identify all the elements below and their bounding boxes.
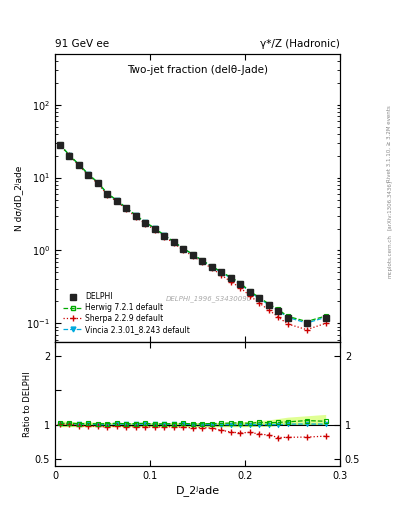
Text: 91 GeV ee: 91 GeV ee [55,38,109,49]
Text: DELPHI_1996_S3430090: DELPHI_1996_S3430090 [166,295,252,302]
Y-axis label: Ratio to DELPHI: Ratio to DELPHI [23,371,32,437]
Text: Two-jet fraction (delθ-Jade): Two-jet fraction (delθ-Jade) [127,66,268,75]
Text: mcplots.cern.ch: mcplots.cern.ch [387,234,392,278]
Legend: DELPHI, Herwig 7.2.1 default, Sherpa 2.2.9 default, Vincia 2.3.01_8.243 default: DELPHI, Herwig 7.2.1 default, Sherpa 2.2… [62,291,192,335]
Y-axis label: N dσ/dD_2ʲade: N dσ/dD_2ʲade [15,165,24,231]
Text: γ*/Z (Hadronic): γ*/Z (Hadronic) [260,38,340,49]
Text: Rivet 3.1.10, ≥ 3.2M events: Rivet 3.1.10, ≥ 3.2M events [387,105,392,182]
Text: [arXiv:1306.3436]: [arXiv:1306.3436] [387,180,392,230]
X-axis label: D_2ʲade: D_2ʲade [175,485,220,496]
